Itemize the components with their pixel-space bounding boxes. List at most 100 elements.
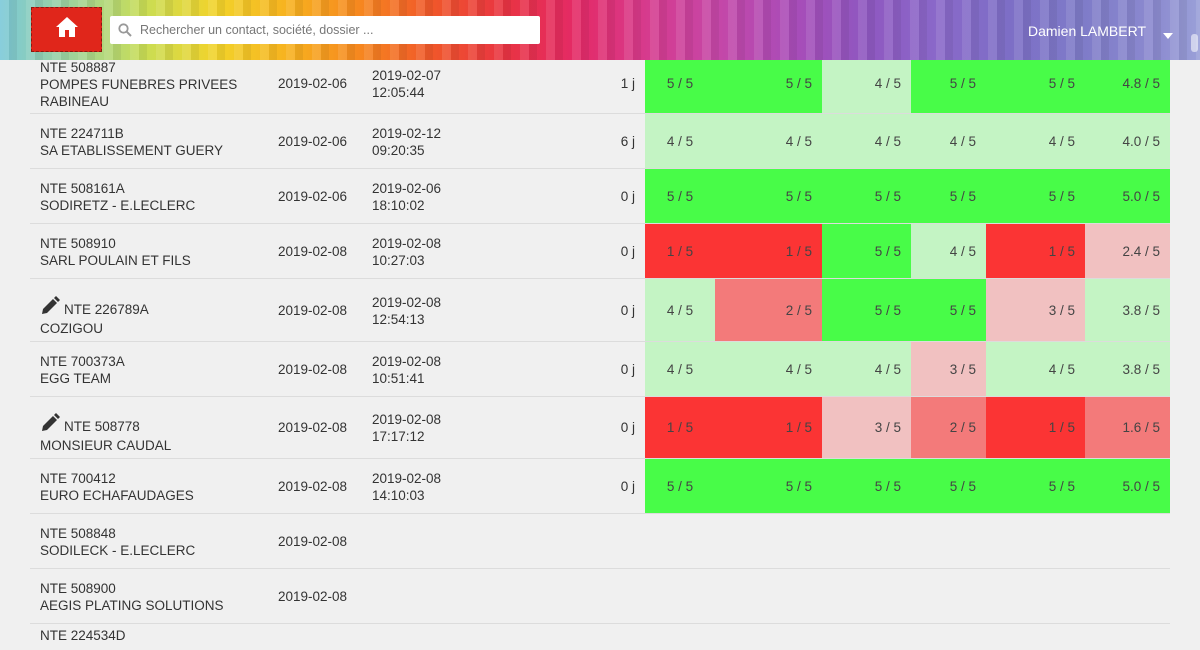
score-cell: 5 / 5 [986, 459, 1085, 513]
dossier-ref[interactable]: NTE 508910 [40, 236, 116, 251]
delay-days: 0 j [620, 479, 635, 494]
client-name: SARL POULAIN ET FILS [40, 253, 191, 268]
score-cell: 4 / 5 [715, 114, 822, 168]
dossier-ref[interactable]: NTE 508161A [40, 181, 125, 196]
client-identity: NTE 224711B SA ETABLISSEMENT GUERY [40, 125, 223, 159]
dossier-ref[interactable]: NTE 508887 [40, 60, 116, 75]
closed-time: 10:27:03 [372, 253, 425, 268]
closed-datetime: 2019-02-08 14:10:03 [372, 470, 441, 504]
dossier-ref[interactable]: NTE 508778 [64, 419, 140, 434]
closed-datetime: 2019-02-08 12:54:13 [372, 294, 441, 328]
score-cell: 4 / 5 [822, 54, 911, 113]
edit-icon[interactable] [40, 296, 60, 320]
score-cell: 5 / 5 [911, 54, 986, 113]
dossier-ref[interactable]: NTE 700412 [40, 471, 116, 486]
table-row[interactable]: NTE 700373A EGG TEAM 2019-02-08 2019-02-08 1… [30, 342, 1170, 397]
created-date: 2019-02-08 [278, 362, 348, 377]
table-row[interactable]: NTE 226789A COZIGOU 2019-02-08 2019-02-08 12… [30, 279, 1170, 342]
search-bar[interactable] [110, 16, 540, 44]
closed-date: 2019-02-08 [372, 236, 442, 251]
delay-days: 6 j [620, 134, 635, 149]
user-name[interactable]: Damien LAMBERT [1028, 23, 1147, 39]
score-cell: 4 / 5 [986, 342, 1085, 396]
table-row[interactable]: NTE 508848 SODILECK - E.LECLERC 2019-02-08 [30, 514, 1170, 569]
closed-time: 10:51:41 [372, 371, 425, 386]
client-identity: NTE 226789A COZIGOU [40, 296, 149, 337]
score-cell: 4 / 5 [645, 342, 715, 396]
score-cell: 5 / 5 [986, 169, 1085, 223]
dossier-ref[interactable]: NTE 224711B [40, 126, 124, 141]
created-date: 2019-02-06 [278, 76, 348, 91]
evaluations-table: NTE 508887 POMPES FUNEBRES PRIVEES RABINEA… [30, 54, 1170, 650]
table-row[interactable]: NTE 508887 POMPES FUNEBRES PRIVEES RABINEA… [30, 54, 1170, 114]
table-row[interactable]: NTE 508778 MONSIEUR CAUDAL 2019-02-08 2019-… [30, 397, 1170, 459]
created-date: 2019-02-08 [278, 420, 348, 435]
closed-datetime: 2019-02-12 09:20:35 [372, 125, 441, 159]
score-cell: 4 / 5 [645, 279, 715, 341]
created-date: 2019-02-08 [278, 244, 348, 259]
home-button[interactable] [31, 7, 102, 52]
table-row[interactable]: NTE 700412 EURO ECHAFAUDAGES 2019-02-08 201… [30, 459, 1170, 514]
dossier-ref[interactable]: NTE 224534D [40, 628, 126, 643]
average-score-cell: 5.0 / 5 [1085, 169, 1170, 223]
dossier-ref[interactable]: NTE 508848 [40, 526, 116, 541]
chevron-down-icon[interactable] [1162, 27, 1174, 39]
score-cell: 5 / 5 [822, 459, 911, 513]
dossier-ref[interactable]: NTE 700373A [40, 354, 125, 369]
dossier-ref[interactable]: NTE 508900 [40, 581, 116, 596]
scrollbar[interactable] [1191, 34, 1198, 52]
client-name: POMPES FUNEBRES PRIVEES [40, 77, 238, 92]
table-row[interactable]: NTE 508910 SARL POULAIN ET FILS 2019-02-08… [30, 224, 1170, 279]
score-cell: 4 / 5 [911, 114, 986, 168]
search-icon [110, 23, 140, 37]
score-cell: 1 / 5 [645, 224, 715, 278]
client-identity: NTE 508910 SARL POULAIN ET FILS [40, 235, 191, 269]
closed-time: 12:05:44 [372, 85, 425, 100]
table-row[interactable]: NTE 508161A SODIRETZ - E.LECLERC 2019-02-0… [30, 169, 1170, 224]
closed-datetime: 2019-02-08 10:51:41 [372, 353, 441, 387]
home-icon [55, 15, 79, 44]
score-cell: 4 / 5 [715, 342, 822, 396]
score-cell: 5 / 5 [645, 169, 715, 223]
created-date: 2019-02-06 [278, 189, 348, 204]
score-cell: 2 / 5 [911, 397, 986, 458]
average-score-cell: 5.0 / 5 [1085, 459, 1170, 513]
delay-days: 1 j [620, 76, 635, 91]
score-cell: 4 / 5 [986, 114, 1085, 168]
search-input[interactable] [140, 23, 530, 37]
client-identity: NTE 508848 SODILECK - E.LECLERC [40, 525, 195, 559]
client-name: SA ETABLISSEMENT GUERY [40, 143, 224, 158]
score-cell: 4 / 5 [822, 342, 911, 396]
delay-days: 0 j [620, 420, 635, 435]
average-score-cell: 4.0 / 5 [1085, 114, 1170, 168]
closed-time: 18:10:02 [372, 198, 425, 213]
table-row[interactable]: NTE 508900 AEGIS PLATING SOLUTIONS 2019-02… [30, 569, 1170, 624]
created-date: 2019-02-08 [278, 479, 348, 494]
dossier-ref[interactable]: NTE 226789A [64, 302, 149, 317]
closed-date: 2019-02-07 [372, 68, 442, 83]
client-name: SODILECK - E.LECLERC [40, 543, 196, 558]
client-name: MONSIEUR CAUDAL [40, 438, 172, 453]
score-cell: 5 / 5 [911, 279, 986, 341]
created-date: 2019-02-08 [278, 303, 348, 318]
client-identity: NTE 508161A SODIRETZ - E.LECLERC [40, 180, 195, 214]
client-identity: NTE 700412 EURO ECHAFAUDAGES [40, 470, 194, 504]
table-row[interactable]: NTE 224534D [30, 624, 1170, 650]
score-cell: 5 / 5 [911, 459, 986, 513]
closed-date: 2019-02-06 [372, 181, 442, 196]
edit-icon[interactable] [40, 413, 60, 437]
closed-time: 14:10:03 [372, 488, 425, 503]
client-name: EGG TEAM [40, 371, 112, 386]
closed-date: 2019-02-08 [372, 295, 442, 310]
client-identity: NTE 224534D [40, 627, 126, 644]
table-row[interactable]: NTE 224711B SA ETABLISSEMENT GUERY 2019-02… [30, 114, 1170, 169]
client-name: SODIRETZ - E.LECLERC [40, 198, 196, 213]
closed-date: 2019-02-08 [372, 471, 442, 486]
closed-time: 12:54:13 [372, 312, 425, 327]
client-name-line2: RABINEAU [40, 94, 110, 109]
client-identity: NTE 508887 POMPES FUNEBRES PRIVEES RABINEA… [40, 59, 237, 110]
